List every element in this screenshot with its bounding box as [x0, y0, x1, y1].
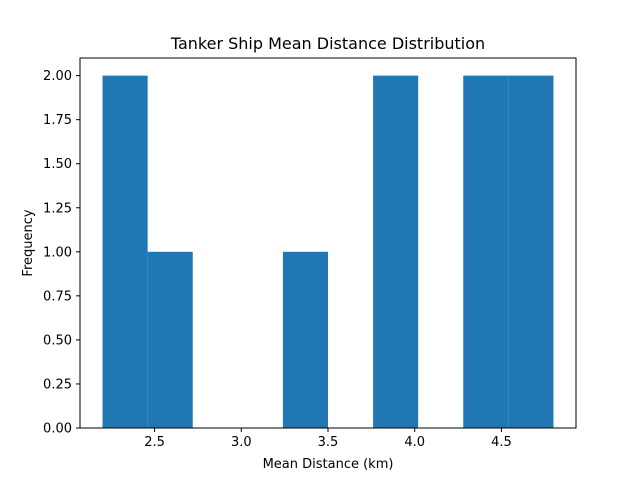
y-tick-label: 2.00: [43, 69, 72, 84]
histogram-bar: [282, 251, 328, 428]
y-tick-label: 1.50: [43, 157, 72, 172]
y-tick-label: 1.75: [43, 113, 72, 128]
x-tick-label: 2.5: [144, 435, 165, 450]
histogram-bar: [147, 251, 193, 428]
y-tick-label: 0.25: [43, 377, 72, 392]
x-axis-ticks: 2.5 3.0 3.5 4.0 4.5: [144, 428, 512, 450]
x-tick-label: 4.0: [404, 435, 425, 450]
histogram-bar: [102, 75, 148, 428]
plot-frame: [79, 57, 577, 429]
y-tick-label: 1.25: [43, 201, 72, 216]
bars-group: [102, 75, 554, 428]
x-tick-label: 3.5: [318, 435, 339, 450]
chart-title: Tanker Ship Mean Distance Distribution: [170, 34, 485, 53]
x-tick-label: 4.5: [491, 435, 512, 450]
y-axis-label: Frequency: [21, 209, 36, 276]
y-tick-label: 0.50: [43, 333, 72, 348]
x-axis-label: Mean Distance (km): [263, 457, 394, 472]
histogram-bar: [508, 75, 554, 428]
x-tick-label: 3.0: [231, 435, 252, 450]
histogram-bar: [373, 75, 419, 428]
y-tick-label: 0.75: [43, 289, 72, 304]
histogram-bar: [463, 75, 509, 428]
y-tick-label: 0.00: [43, 422, 72, 437]
y-axis-ticks: 0.00 0.25 0.50 0.75 1.00 1.25 1.50 1.75 2.00: [43, 69, 80, 437]
y-tick-label: 1.00: [43, 245, 72, 260]
